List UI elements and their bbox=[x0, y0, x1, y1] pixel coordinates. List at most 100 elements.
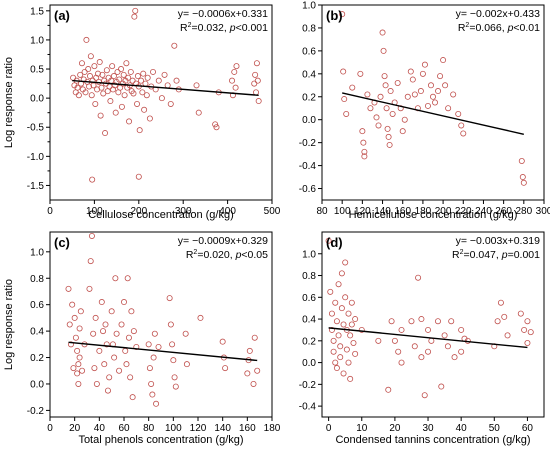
chart-2-regression-line bbox=[68, 341, 258, 362]
chart-0-point bbox=[195, 109, 202, 116]
chart-2-point bbox=[74, 347, 81, 354]
chart-3-point bbox=[347, 332, 354, 339]
chart-0-point bbox=[98, 84, 105, 91]
chart-3-point bbox=[494, 318, 501, 325]
chart-0-point bbox=[121, 92, 128, 99]
chart-2-point bbox=[66, 321, 73, 328]
chart-2-point bbox=[254, 367, 261, 374]
chart-0-r-squared: R2=0.032, p<0.001 bbox=[180, 22, 268, 34]
chart-0-point bbox=[213, 124, 220, 131]
chart-2-y-tick-label: 0.2 bbox=[30, 353, 44, 364]
chart-3-point bbox=[328, 310, 335, 317]
chart-1-point bbox=[340, 68, 347, 75]
chart-2-point bbox=[244, 370, 251, 377]
chart-0-point bbox=[82, 89, 89, 96]
chart-1-y-tick-label: 0.6 bbox=[302, 46, 316, 57]
chart-3-x-tick-label: 50 bbox=[489, 423, 501, 434]
chart-0-point bbox=[164, 82, 171, 89]
chart-1-point bbox=[364, 91, 371, 98]
chart-2-point bbox=[113, 330, 120, 337]
chart-0-point bbox=[118, 103, 125, 110]
chart-1-x-tick-label: 180 bbox=[415, 206, 432, 217]
chart-1-x-tick-label: 260 bbox=[495, 206, 512, 217]
chart-2-point bbox=[183, 361, 190, 368]
chart-3-point bbox=[345, 310, 352, 317]
chart-2-y-tick-label: 0.0 bbox=[30, 379, 44, 390]
chart-0-point bbox=[232, 84, 239, 91]
chart-0-x-tick-label: 0 bbox=[47, 206, 53, 217]
chart-0-point bbox=[173, 77, 180, 84]
chart-2-point bbox=[125, 334, 132, 341]
chart-2-r-value: =0.020, bbox=[197, 249, 235, 261]
chart-1-point bbox=[429, 93, 436, 100]
chart-3-point bbox=[325, 237, 332, 244]
chart-3-r-squared: R2=0.047, p=0.001 bbox=[452, 249, 540, 261]
chart-0-point bbox=[91, 63, 98, 70]
chart-3-y-tick-label: 0.4 bbox=[302, 315, 316, 326]
chart-1-point bbox=[455, 110, 462, 117]
chart-3-point bbox=[451, 354, 458, 361]
chart-1-point bbox=[407, 68, 414, 75]
chart-0-point bbox=[94, 70, 101, 77]
chart-1-y-tick-label: 0.2 bbox=[302, 92, 316, 103]
chart-0-point bbox=[140, 70, 147, 77]
chart-0-point bbox=[233, 63, 240, 70]
chart-1-x-tick-label: 80 bbox=[316, 206, 328, 217]
chart-3-y-tick-label: 1.0 bbox=[302, 249, 316, 260]
chart-0-point bbox=[231, 68, 238, 75]
chart-2-point bbox=[182, 330, 189, 337]
chart-0-y-tick-label: 1.5 bbox=[30, 6, 44, 17]
chart-0-point bbox=[81, 68, 88, 75]
chart-2-point bbox=[166, 295, 173, 302]
chart-3-x-tick-label: 40 bbox=[456, 423, 468, 434]
chart-2-point bbox=[101, 361, 108, 368]
chart-2-equation: y= −0.0009x+0.329 bbox=[178, 235, 268, 247]
chart-2-point bbox=[130, 328, 137, 335]
chart-0-point bbox=[112, 109, 119, 116]
chart-2-x-tick-label: 120 bbox=[190, 423, 207, 434]
chart-1-point bbox=[417, 88, 424, 95]
chart-2-point bbox=[146, 365, 153, 372]
chart-0-point bbox=[252, 71, 259, 78]
chart-3-p-value: =0.001 bbox=[508, 249, 541, 261]
chart-2-x-tick-label: 140 bbox=[214, 423, 231, 434]
chart-3-point bbox=[524, 318, 531, 325]
chart-0-point bbox=[251, 80, 258, 87]
chart-3-point bbox=[391, 337, 398, 344]
chart-1-point bbox=[387, 88, 394, 95]
chart-1-point bbox=[427, 82, 434, 89]
chart-0-x-tick-label: 500 bbox=[264, 206, 281, 217]
chart-0-point bbox=[229, 77, 236, 84]
chart-1-y-tick-label: -0.2 bbox=[299, 138, 317, 149]
chart-2-x-axis-title: Total phenols concentration (g/kg) bbox=[78, 434, 243, 446]
chart-2-point bbox=[71, 314, 78, 321]
chart-3-panel-label: (d) bbox=[326, 235, 343, 250]
chart-2-r-squared: R2=0.020, p<0.05 bbox=[186, 249, 268, 261]
chart-2-plot-frame bbox=[49, 231, 273, 418]
chart-0-point bbox=[86, 73, 93, 80]
chart-3-point bbox=[337, 354, 344, 361]
chart-1-regression-line bbox=[342, 92, 524, 135]
chart-3-y-tick-label: 0.8 bbox=[302, 271, 316, 282]
chart-0-point bbox=[85, 66, 92, 73]
chart-1-point bbox=[432, 99, 439, 106]
chart-1-point bbox=[367, 105, 374, 112]
chart-0-point bbox=[129, 77, 136, 84]
chart-3-x-tick-label: 10 bbox=[356, 423, 368, 434]
chart-0-point bbox=[253, 89, 260, 96]
chart-2-point bbox=[127, 374, 134, 381]
chart-2-r-letter: R bbox=[186, 249, 194, 261]
chart-1-point bbox=[399, 128, 406, 135]
chart-2-point bbox=[151, 330, 158, 337]
chart-1-point bbox=[382, 82, 389, 89]
chart-2-point bbox=[246, 347, 253, 354]
chart-0-point bbox=[120, 71, 127, 78]
chart-2-y-tick-label: -0.2 bbox=[27, 406, 45, 417]
chart-0-point bbox=[93, 74, 100, 81]
chart-1-point bbox=[361, 153, 368, 160]
chart-2-x-tick-label: 20 bbox=[69, 423, 81, 434]
chart-3-y-tick-label: -0.4 bbox=[299, 402, 317, 413]
chart-2-point bbox=[70, 365, 77, 372]
chart-1-point bbox=[379, 29, 386, 36]
chart-1-y-tick-label: 1.0 bbox=[302, 1, 316, 12]
